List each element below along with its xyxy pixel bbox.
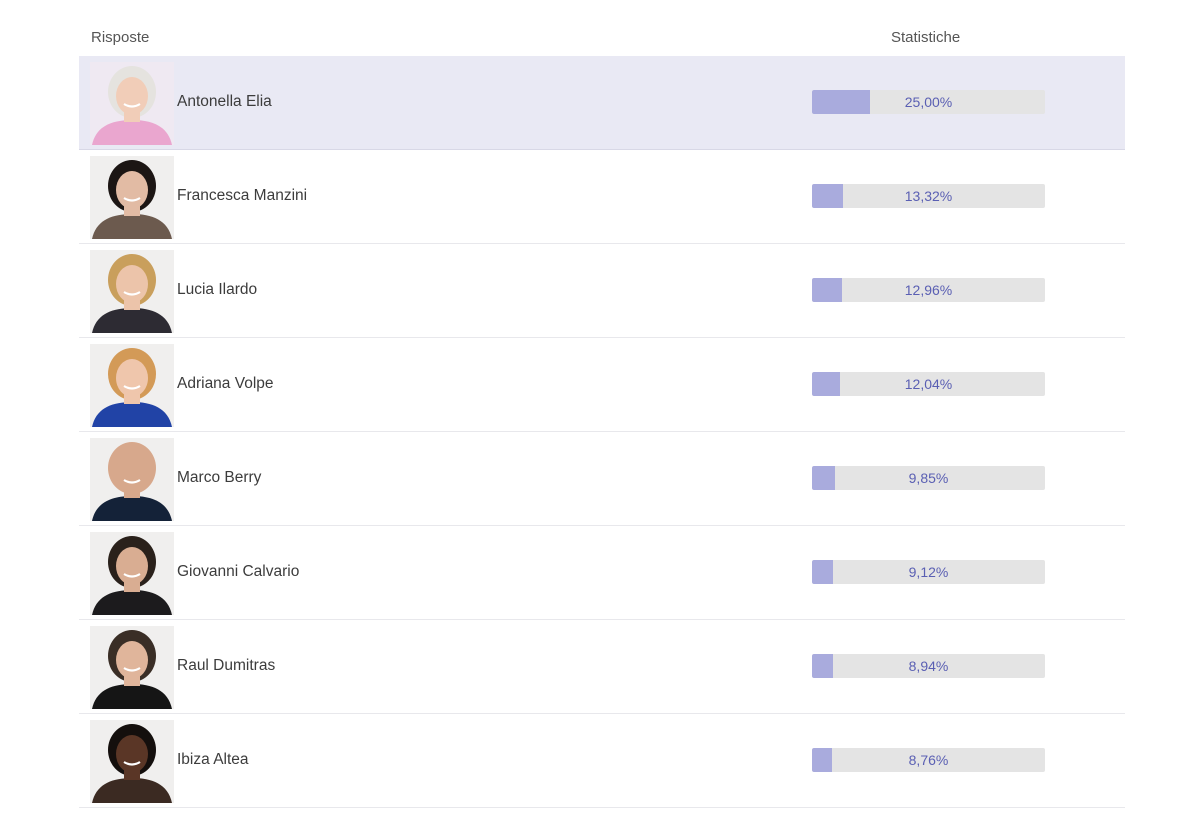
vote-percentage-fill — [812, 748, 833, 772]
contestant-photo — [90, 626, 174, 709]
vote-percentage-label: 8,76% — [908, 752, 949, 768]
vote-percentage-label: 12,96% — [904, 282, 953, 298]
statistics-column-header: Statistiche — [891, 29, 961, 46]
contestant-photo — [90, 344, 174, 427]
vote-percentage-fill — [812, 184, 844, 208]
vote-percentage-bar: 8,76% — [812, 748, 1045, 772]
vote-percentage-fill — [812, 466, 835, 490]
vote-percentage-bar: 25,00% — [812, 90, 1045, 114]
vote-percentage-fill — [812, 278, 843, 302]
vote-percentage-bar: 9,12% — [812, 560, 1045, 584]
contestant-name: Francesca Manzini — [177, 187, 308, 204]
contestant-photo — [90, 438, 174, 521]
results-list: Antonella Elia 25,00% Francesca Manzini 13,… — [79, 56, 1125, 808]
contestant-row[interactable]: Raul Dumitras 8,94% — [79, 620, 1125, 714]
contestant-photo — [90, 720, 174, 803]
contestant-row[interactable]: Lucia Ilardo 12,96% — [79, 244, 1125, 338]
vote-percentage-bar: 12,96% — [812, 278, 1045, 302]
vote-percentage-bar: 13,32% — [812, 184, 1045, 208]
vote-percentage-fill — [812, 560, 834, 584]
vote-percentage-label: 12,04% — [904, 376, 953, 392]
vote-percentage-label: 9,12% — [908, 564, 949, 580]
contestant-name: Marco Berry — [177, 469, 262, 486]
poll-results-table: Risposte Statistiche Antonella Elia 25,00… — [79, 0, 1125, 808]
contestant-photo — [90, 250, 174, 333]
contestant-name: Antonella Elia — [177, 93, 272, 110]
vote-percentage-bar: 8,94% — [812, 654, 1045, 678]
contestant-row[interactable]: Francesca Manzini 13,32% — [79, 150, 1125, 244]
contestant-photo — [90, 156, 174, 239]
vote-percentage-fill — [812, 90, 871, 114]
contestant-photo — [90, 532, 174, 615]
vote-percentage-label: 9,85% — [908, 470, 949, 486]
contestant-row[interactable]: Antonella Elia 25,00% — [79, 56, 1125, 150]
contestant-name: Adriana Volpe — [177, 375, 274, 392]
table-header: Risposte Statistiche — [79, 0, 1125, 56]
contestant-photo — [90, 62, 174, 145]
contestant-row[interactable]: Adriana Volpe 12,04% — [79, 338, 1125, 432]
contestant-name: Raul Dumitras — [177, 657, 276, 674]
contestant-name: Giovanni Calvario — [177, 563, 300, 580]
vote-percentage-bar: 9,85% — [812, 466, 1045, 490]
vote-percentage-bar: 12,04% — [812, 372, 1045, 396]
vote-percentage-fill — [812, 654, 833, 678]
contestant-row[interactable]: Ibiza Altea 8,76% — [79, 714, 1125, 808]
contestant-name: Ibiza Altea — [177, 751, 249, 768]
answers-column-header: Risposte — [91, 29, 150, 46]
vote-percentage-label: 8,94% — [908, 658, 949, 674]
contestant-row[interactable]: Marco Berry 9,85% — [79, 432, 1125, 526]
vote-percentage-label: 25,00% — [904, 94, 953, 110]
contestant-row[interactable]: Giovanni Calvario 9,12% — [79, 526, 1125, 620]
vote-percentage-fill — [812, 372, 841, 396]
contestant-name: Lucia Ilardo — [177, 281, 258, 298]
vote-percentage-label: 13,32% — [904, 188, 953, 204]
